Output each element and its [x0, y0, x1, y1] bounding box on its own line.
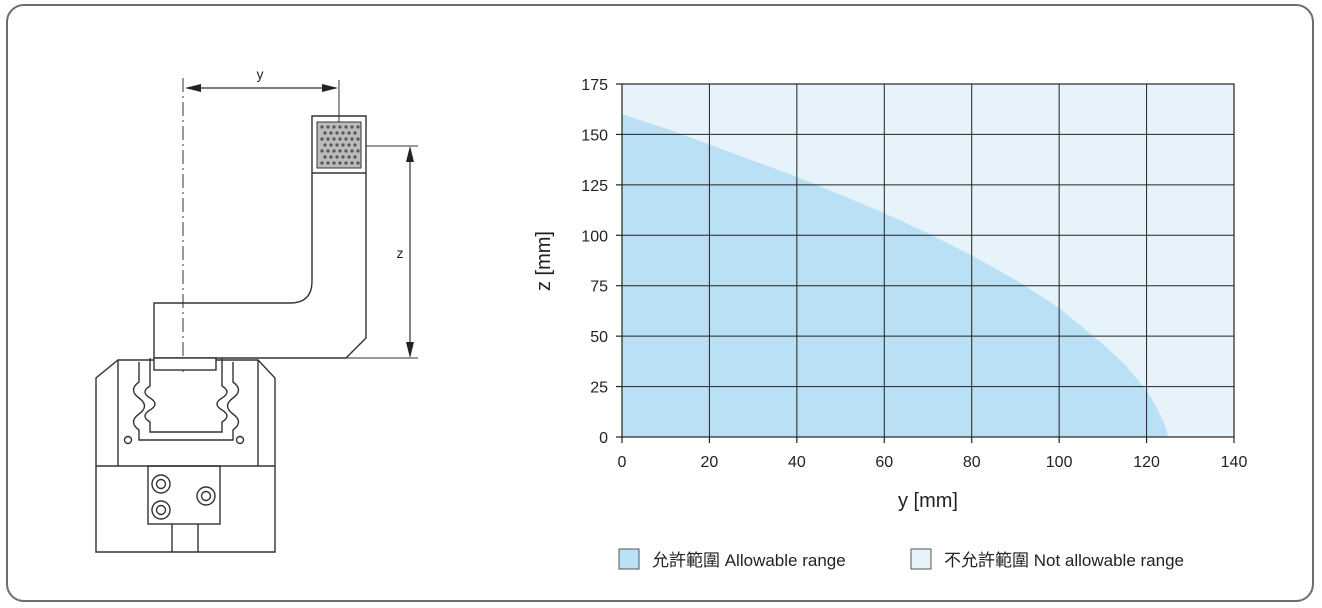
y-axis: 0 25 50 75 100 125 150 175 [581, 77, 622, 447]
x-tick-label: 120 [1133, 454, 1160, 471]
chart: 0 20 40 60 80 100 120 140 0 25 50 75 100 125 150 175 y… [533, 77, 1247, 570]
legend-swatch-not-allowable [910, 548, 932, 570]
gripper-finger [153, 115, 367, 359]
x-axis: 0 20 40 60 80 100 120 140 [618, 437, 1248, 471]
gripper-diagram [95, 78, 418, 553]
y-tick-label: 125 [581, 178, 608, 195]
y-arrow-right [322, 84, 338, 92]
gripper-body [95, 359, 276, 553]
diagram-y-label: y [257, 66, 264, 82]
legend-swatch-allowable [618, 548, 640, 570]
y-tick-label: 50 [590, 329, 608, 346]
x-tick-label: 60 [875, 454, 893, 471]
body-hole-left [123, 435, 133, 445]
x-tick-label: 100 [1046, 454, 1073, 471]
legend-label-not-allowable: 不允許範圍 Not allowable range [944, 551, 1184, 570]
x-tick-label: 40 [788, 454, 806, 471]
grid-lines [622, 84, 1234, 437]
grip-pad-texture [320, 125, 360, 165]
x-tick-label: 140 [1221, 454, 1248, 471]
y-tick-label: 150 [581, 127, 608, 144]
x-tick-label: 80 [963, 454, 981, 471]
plot-border [621, 83, 1235, 438]
legend-label-allowable: 允許範圍 Allowable range [652, 551, 846, 570]
allowable-range-area [622, 114, 1169, 438]
legend: 允許範圍 Allowable range 不允許範圍 Not allowable… [618, 548, 1184, 570]
y-arrow-left [185, 84, 201, 92]
diagram-z-label: z [397, 245, 404, 261]
x-tick-label: 20 [701, 454, 719, 471]
z-arrow-bottom [406, 342, 414, 358]
x-tick-label: 0 [618, 454, 627, 471]
y-tick-label: 175 [581, 77, 608, 94]
y-axis-title: z [mm] [533, 231, 555, 291]
y-tick-label: 0 [599, 430, 608, 447]
y-tick-label: 100 [581, 228, 608, 245]
z-arrow-top [406, 146, 414, 162]
y-tick-label: 25 [590, 380, 608, 397]
y-tick-label: 75 [590, 279, 608, 296]
body-hole-right [235, 435, 245, 445]
x-axis-title: y [mm] [898, 490, 958, 512]
